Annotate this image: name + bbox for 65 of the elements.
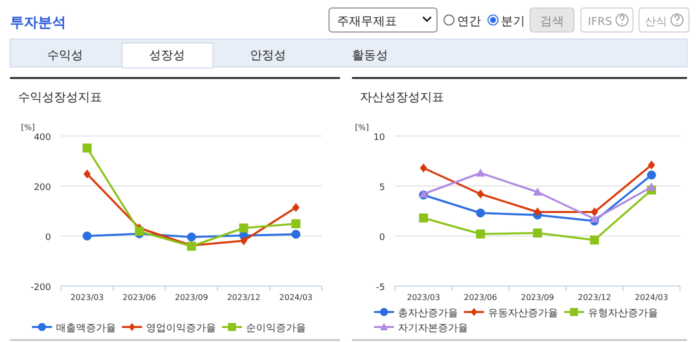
point [476,168,485,177]
y-axis-title: [%] [355,123,369,132]
point [533,228,542,238]
point [292,203,300,212]
point [590,236,599,244]
text: 검색 [540,14,564,28]
x-tick-label: 2023/09 [174,293,208,302]
text: 수익성 [47,48,83,62]
point [476,190,484,198]
point [590,214,599,223]
x-tick-label: 2023/06 [122,293,156,302]
point [187,232,196,242]
text: 성장성 [149,48,185,62]
y-tick-label: -5 [376,283,385,293]
point [84,170,91,178]
point [420,164,428,172]
point [82,144,92,152]
point [647,170,656,180]
text: IFRS [588,15,612,28]
legend-label: 총자산증가율 [398,308,458,319]
x-tick-label: 2023/03 [406,293,440,302]
y-tick-label: -200 [30,283,52,293]
point [648,160,656,170]
point [476,230,485,238]
point [647,182,656,191]
text: 활동성 [352,48,388,62]
point [291,219,300,228]
point [590,208,598,216]
x-tick-label: 2023/12 [578,293,612,302]
y-tick-label: 400 [34,133,52,143]
y-tick-label: 0 [379,233,386,243]
x-tick-label: 2024/03 [279,293,313,302]
text: 안정성 [250,48,286,62]
legend-label: 순이익증가율 [246,323,306,334]
text: 산식 [645,15,667,28]
legend-label: 영업이익증가율 [146,323,216,334]
x-tick-label: 2023/12 [227,293,260,302]
legend-label: 유동자산증가율 [488,308,558,319]
y-tick-label: 200 [34,183,52,193]
point [134,226,144,236]
y-tick-label: 5 [379,183,385,193]
point [82,232,92,240]
chart-title: 수익성장성지표 [18,90,102,104]
point [419,214,428,222]
point [291,230,300,239]
point [476,208,485,218]
point [533,188,542,196]
x-tick-label: 2024/03 [634,293,668,302]
point [534,208,542,216]
legend-label: 매출액증가율 [56,323,116,334]
x-tick-label: 2023/09 [520,293,554,302]
text: 분기 [501,14,525,28]
x-tick-label: 2023/06 [464,293,498,302]
chart-title: 자산성장성지표 [360,90,444,104]
text: 연간 [457,14,481,28]
legend-label: 유형자산증가율 [588,308,658,319]
x-tick-label: 2023/03 [70,293,104,302]
text: 투자분석 [10,15,66,31]
y-axis-title: [%] [21,123,35,132]
point [240,236,248,246]
y-tick-label: 10 [374,133,386,143]
point [239,224,248,232]
y-tick-label: 0 [45,233,52,243]
legend-label: 자기자본증가율 [398,323,468,334]
text: 주재무제표 [337,14,397,28]
